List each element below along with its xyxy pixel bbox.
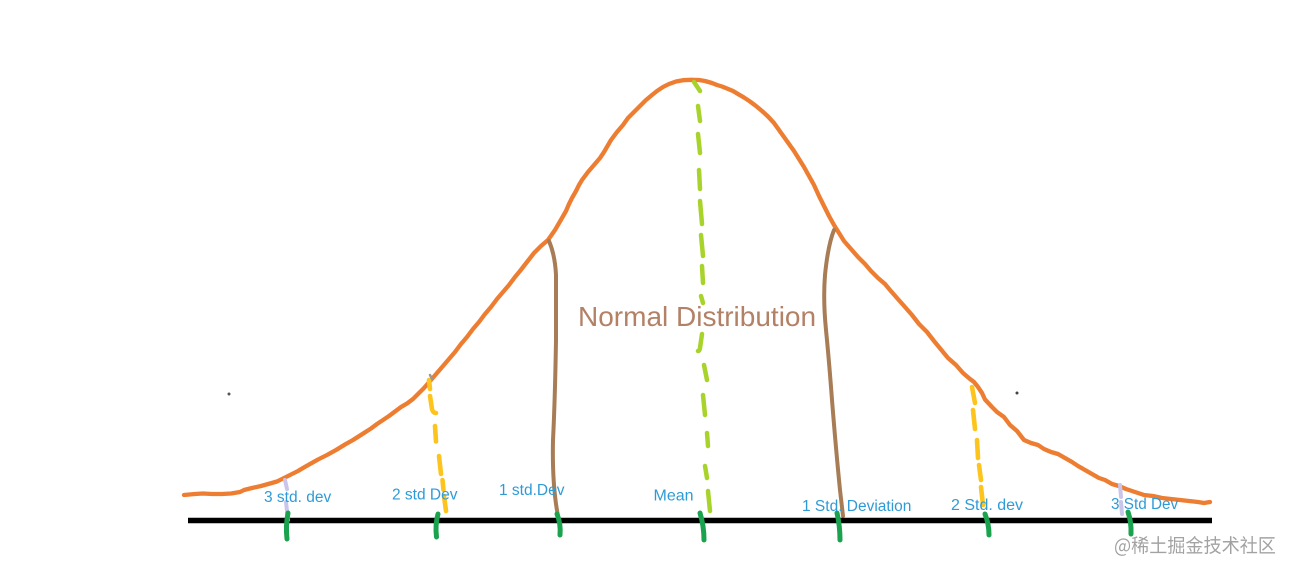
svg-text:3 Std Dev: 3 Std Dev xyxy=(1111,496,1179,513)
svg-text:3 std. dev: 3 std. dev xyxy=(264,489,331,506)
svg-text:1 std.Dev: 1 std.Dev xyxy=(499,482,565,499)
svg-text:Mean: Mean xyxy=(654,488,694,505)
svg-text:2 std Dev: 2 std Dev xyxy=(392,487,458,504)
svg-text:Normal Distribution: Normal Distribution xyxy=(578,301,816,332)
svg-text:2 Std. dev: 2 Std. dev xyxy=(951,497,1023,514)
svg-text:1 Std. Deviation: 1 Std. Deviation xyxy=(802,498,911,515)
